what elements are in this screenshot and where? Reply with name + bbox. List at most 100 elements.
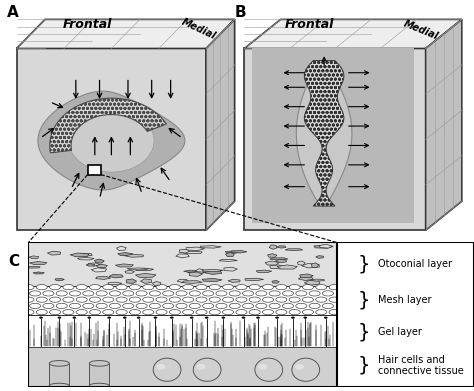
Circle shape (29, 291, 41, 296)
Polygon shape (316, 256, 324, 258)
Circle shape (316, 310, 327, 315)
Circle shape (329, 297, 340, 302)
Polygon shape (206, 20, 235, 230)
Ellipse shape (49, 383, 69, 388)
Polygon shape (297, 261, 305, 265)
Circle shape (63, 285, 74, 290)
Polygon shape (181, 251, 202, 254)
Polygon shape (256, 270, 272, 273)
Circle shape (129, 285, 140, 290)
Polygon shape (269, 245, 277, 249)
Circle shape (202, 291, 214, 296)
Bar (28, 242, 337, 286)
Ellipse shape (258, 364, 267, 370)
Polygon shape (245, 278, 264, 281)
Circle shape (236, 285, 247, 290)
Polygon shape (179, 249, 190, 253)
Circle shape (296, 303, 307, 308)
Circle shape (109, 291, 120, 296)
Circle shape (156, 310, 167, 315)
Ellipse shape (170, 317, 173, 319)
Polygon shape (304, 61, 344, 206)
Polygon shape (267, 254, 277, 257)
Polygon shape (296, 61, 352, 206)
Ellipse shape (275, 317, 279, 319)
Polygon shape (200, 246, 221, 248)
Circle shape (43, 291, 54, 296)
Polygon shape (231, 251, 247, 253)
Circle shape (23, 310, 34, 315)
Ellipse shape (196, 364, 206, 370)
Bar (28, 286, 337, 315)
Polygon shape (272, 280, 279, 283)
Polygon shape (115, 264, 134, 267)
Ellipse shape (303, 317, 307, 319)
Circle shape (129, 297, 140, 302)
Polygon shape (189, 272, 202, 276)
Ellipse shape (88, 317, 91, 319)
Polygon shape (17, 48, 206, 230)
Circle shape (216, 291, 227, 296)
Circle shape (36, 297, 47, 302)
Circle shape (23, 297, 34, 302)
Circle shape (116, 310, 127, 315)
Circle shape (249, 285, 260, 290)
Ellipse shape (39, 317, 43, 319)
Circle shape (276, 297, 287, 302)
Circle shape (222, 310, 234, 315)
Polygon shape (265, 261, 279, 265)
Polygon shape (38, 91, 185, 190)
Circle shape (96, 303, 107, 308)
Circle shape (309, 291, 320, 296)
Text: Hair cells and
connective tissue: Hair cells and connective tissue (378, 355, 464, 376)
Polygon shape (125, 255, 144, 257)
Circle shape (90, 297, 100, 302)
Polygon shape (69, 109, 154, 172)
Polygon shape (202, 269, 223, 271)
Circle shape (109, 303, 120, 308)
Circle shape (149, 303, 160, 308)
Polygon shape (219, 260, 237, 261)
Circle shape (129, 310, 140, 315)
Circle shape (222, 285, 234, 290)
Circle shape (143, 285, 154, 290)
Circle shape (36, 285, 47, 290)
Polygon shape (270, 265, 285, 269)
Circle shape (189, 303, 201, 308)
Circle shape (196, 310, 207, 315)
Circle shape (269, 291, 280, 296)
Circle shape (182, 310, 194, 315)
Circle shape (189, 291, 201, 296)
Polygon shape (134, 268, 154, 271)
Polygon shape (96, 276, 110, 280)
Circle shape (289, 310, 300, 315)
Polygon shape (27, 266, 40, 268)
Circle shape (209, 310, 220, 315)
Circle shape (249, 310, 260, 315)
Polygon shape (285, 249, 303, 251)
Polygon shape (245, 48, 426, 230)
Text: }: } (357, 255, 370, 274)
Polygon shape (205, 271, 222, 274)
Ellipse shape (221, 317, 225, 319)
Circle shape (116, 297, 127, 302)
Circle shape (123, 291, 134, 296)
Polygon shape (96, 264, 107, 267)
Text: }: } (357, 356, 370, 375)
Circle shape (96, 291, 107, 296)
Polygon shape (118, 253, 133, 256)
Circle shape (83, 291, 94, 296)
Circle shape (76, 297, 87, 302)
Ellipse shape (73, 317, 76, 319)
Bar (28, 346, 337, 387)
Ellipse shape (137, 317, 140, 319)
Circle shape (209, 285, 220, 290)
Circle shape (176, 303, 187, 308)
Circle shape (136, 303, 147, 308)
Circle shape (169, 297, 181, 302)
Polygon shape (47, 251, 61, 255)
Circle shape (90, 285, 100, 290)
Polygon shape (202, 278, 222, 282)
Polygon shape (301, 264, 319, 268)
Circle shape (216, 303, 227, 308)
